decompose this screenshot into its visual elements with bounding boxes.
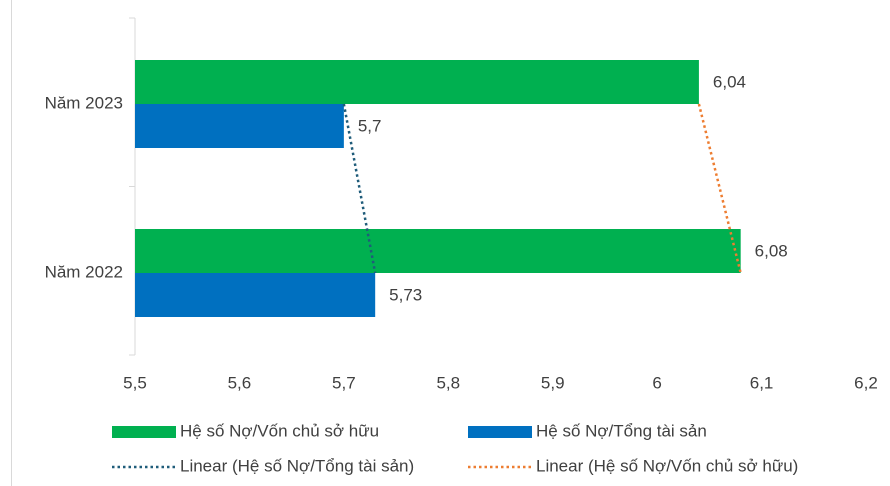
category-label: Năm 2022 (45, 262, 123, 281)
legend-swatch (468, 426, 532, 438)
bar-asset-ratio (135, 104, 344, 148)
trendline-0 (697, 103, 742, 274)
data-label: 5,7 (358, 116, 382, 135)
legend-label: Linear (Hệ số Nợ/Tổng tài sản) (180, 456, 414, 475)
x-tick-label: 5,8 (436, 373, 460, 392)
data-label: 6,08 (755, 241, 788, 260)
data-label: 6,04 (713, 72, 746, 91)
x-tick-label: 5,6 (228, 373, 252, 392)
legend-swatch (112, 426, 176, 438)
legend-label: Hệ số Nợ/Tổng tài sản (536, 421, 707, 440)
x-tick-label: 5,9 (541, 373, 565, 392)
bar-equity-ratio (135, 60, 699, 104)
bar-asset-ratio (135, 273, 376, 317)
x-tick-label: 5,7 (332, 373, 356, 392)
legend-label: Hệ số Nợ/Vốn chủ sở hữu (180, 421, 379, 440)
x-tick-label: 6,2 (854, 373, 878, 392)
frame-border-line (11, 0, 12, 486)
x-tick-label: 5,5 (123, 373, 147, 392)
x-tick-label: 6,1 (750, 373, 774, 392)
legend-label: Linear (Hệ số Nợ/Vốn chủ sở hữu) (536, 456, 798, 475)
data-label: 5,73 (389, 285, 422, 304)
category-label: Năm 2023 (45, 93, 123, 112)
x-tick-label: 6 (652, 373, 661, 392)
trendline-1 (342, 103, 377, 274)
bar-equity-ratio (135, 229, 741, 273)
